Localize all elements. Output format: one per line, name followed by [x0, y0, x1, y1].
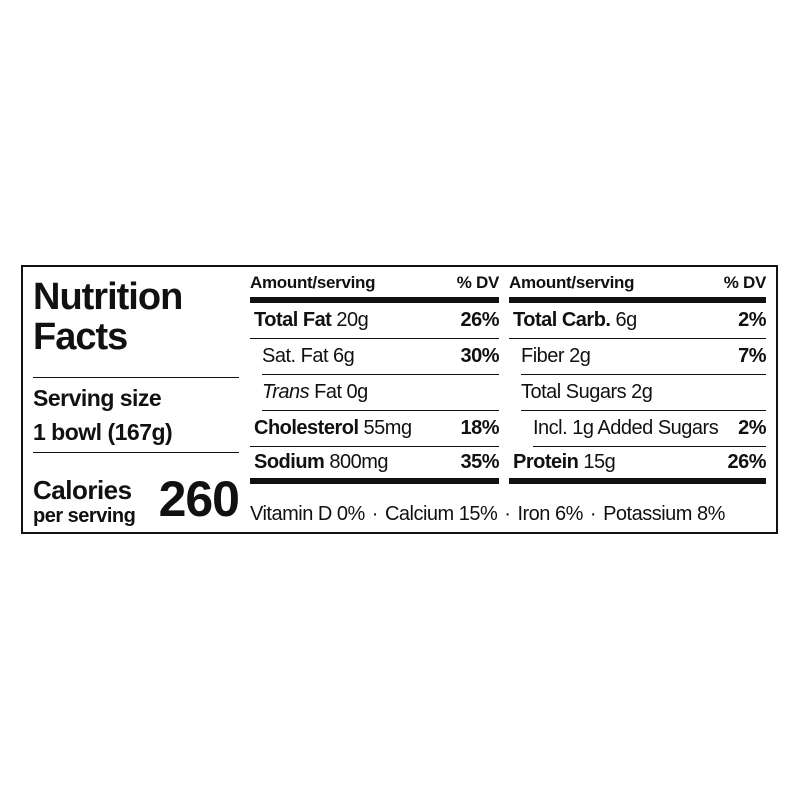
nutrient-name: Total Sugars	[521, 381, 627, 403]
vitamin: Iron 6%	[517, 503, 583, 525]
nutrient-name: Sodium	[254, 451, 325, 473]
serving-value: 1 bowl (167g)	[33, 419, 173, 445]
nutrient-row: Sat. Fat 6g 30%	[262, 339, 499, 375]
nutrient-name: Sat. Fat	[262, 345, 329, 367]
nutrient-dv: 35%	[460, 451, 499, 473]
nutrient-row: Total Fat 20g 26%	[250, 303, 499, 339]
amount-header: Amount/serving	[509, 273, 635, 292]
nutrient-name: Cholesterol	[254, 417, 359, 439]
nutrient-dv: 7%	[738, 345, 766, 367]
nutrient-dv: 26%	[727, 451, 766, 473]
vitamin: Vitamin D 0%	[250, 503, 365, 525]
nutrient-name: Total Fat	[254, 309, 332, 331]
nutrient-amount: 55mg	[363, 417, 413, 439]
separator: ·	[504, 503, 511, 525]
nutrient-row: Total Sugars 2g	[521, 375, 766, 411]
amount-header: Amount/serving	[250, 273, 376, 292]
nutrient-dv: 18%	[460, 417, 499, 439]
dv-header: % DV	[456, 273, 500, 292]
nutrient-column: Amount/serving % DV Total Fat 20g 26% Sat. Fa…	[250, 269, 499, 484]
dv-header: % DV	[723, 273, 767, 292]
nutrition-label: Nutrition Facts Serving size 1 bowl (167…	[21, 265, 778, 534]
nutrient-amount: 0g	[346, 381, 369, 403]
serving-label: Serving size	[33, 385, 162, 411]
vitamins: Vitamin D 0% · Calcium 15% · Iron 6% · Potassi…	[250, 503, 725, 526]
rule	[33, 377, 239, 378]
nutrient-dv: 2%	[738, 417, 766, 439]
nutrient-amount: 800mg	[329, 451, 388, 473]
nutrient-amount: 2g	[569, 345, 591, 367]
nutrient-name: Total Carb.	[513, 309, 611, 331]
title: Nutrition Facts	[33, 276, 183, 358]
nutrient-amount: 20g	[336, 309, 369, 331]
separator: ·	[371, 503, 379, 525]
separator: ·	[589, 503, 597, 525]
nutrient-column: Amount/serving% DV Total Carb. 6g 2% Fiber 2g…	[509, 269, 766, 484]
nutrient-row: Trans Fat 0g	[262, 375, 499, 411]
calories-value: 260	[158, 471, 240, 527]
nutrient-row: Total Carb. 6g 2%	[509, 303, 766, 339]
nutrient-row: Fiber 2g 7%	[521, 339, 766, 375]
nutrient-name: Fiber	[521, 345, 565, 367]
nutrient-dv: 26%	[460, 309, 499, 331]
nutrient-name: Incl. 1g Added Sugars	[533, 417, 719, 439]
column-header: Amount/serving % DV	[509, 269, 766, 303]
nutrient-amount: 6g	[615, 309, 637, 331]
nutrient-amount: 6g	[333, 345, 355, 367]
vitamin: Calcium 15%	[384, 503, 498, 525]
vitamin: Potassium 8%	[603, 503, 725, 525]
nutrient-name: Protein	[513, 451, 579, 473]
nutrient-row: Incl. 1g Added Sugars 2%	[533, 411, 766, 447]
nutrient-dv: 2%	[738, 309, 766, 331]
nutrient-row: Sodium 800mg 35%	[250, 447, 499, 484]
calories-sublabel: per serving	[33, 505, 136, 527]
nutrient-name-italic: Trans	[262, 381, 310, 403]
nutrient-dv: 30%	[460, 345, 499, 367]
nutrient-name: Fat	[314, 381, 342, 403]
nutrient-row: Cholesterol 55mg 18%	[250, 411, 499, 447]
column-header: Amount/serving % DV	[250, 269, 499, 303]
nutrient-amount: 2g	[631, 381, 653, 403]
nutrient-amount: 15g	[583, 451, 616, 473]
nutrient-row: Protein 15g 26%	[509, 447, 766, 484]
rule	[33, 452, 239, 453]
calories-label: Calories	[33, 475, 132, 505]
